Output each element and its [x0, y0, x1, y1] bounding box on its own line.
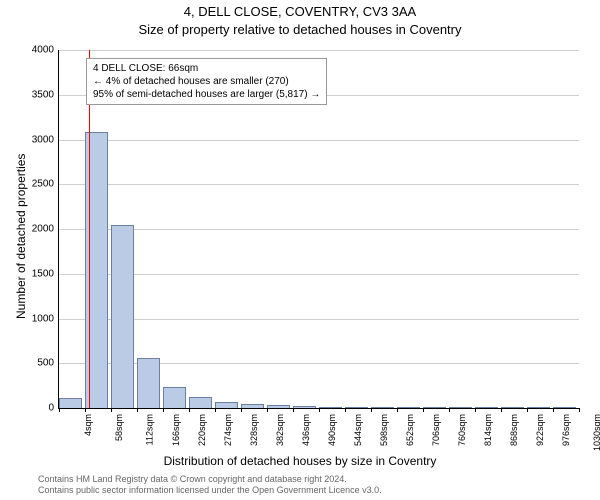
x-tick-mark — [267, 408, 268, 412]
x-tick-label: 868sqm — [509, 414, 519, 446]
x-tick-label: 760sqm — [457, 414, 467, 446]
x-tick-label: 706sqm — [431, 414, 441, 446]
y-tick-label: 1000 — [24, 313, 54, 324]
x-tick-label: 652sqm — [405, 414, 415, 446]
x-tick-mark — [579, 408, 580, 412]
x-tick-label: 490sqm — [327, 414, 337, 446]
y-tick-label: 2500 — [24, 179, 54, 190]
x-tick-label: 112sqm — [144, 414, 154, 445]
x-tick-mark — [475, 408, 476, 412]
x-tick-mark — [553, 408, 554, 412]
footer-line-2: Contains public sector information licen… — [38, 485, 382, 496]
x-tick-mark — [241, 408, 242, 412]
x-tick-mark — [189, 408, 190, 412]
x-tick-label: 4sqm — [83, 414, 93, 436]
footer: Contains HM Land Registry data © Crown c… — [38, 474, 382, 497]
x-tick-label: 382sqm — [275, 414, 285, 446]
x-tick-label: 274sqm — [223, 414, 233, 446]
annotation-line-1: 4 DELL CLOSE: 66sqm — [93, 62, 320, 75]
annotation-line-3: 95% of semi-detached houses are larger (… — [93, 88, 320, 101]
y-tick-label: 0 — [24, 403, 54, 414]
x-tick-mark — [111, 408, 112, 412]
x-tick-mark — [137, 408, 138, 412]
x-tick-label: 814sqm — [483, 414, 493, 446]
x-tick-mark — [501, 408, 502, 412]
x-tick-mark — [215, 408, 216, 412]
x-tick-label: 436sqm — [301, 414, 311, 446]
x-tick-mark — [423, 408, 424, 412]
y-tick-label: 3000 — [24, 134, 54, 145]
x-tick-mark — [371, 408, 372, 412]
x-tick-mark — [85, 408, 86, 412]
y-tick-label: 500 — [24, 358, 54, 369]
y-tick-label: 1500 — [24, 268, 54, 279]
annotation-box: 4 DELL CLOSE: 66sqm ← 4% of detached hou… — [86, 58, 327, 105]
y-tick-label: 4000 — [24, 45, 54, 56]
x-axis-label: Distribution of detached houses by size … — [0, 454, 600, 468]
x-tick-mark — [449, 408, 450, 412]
x-tick-label: 976sqm — [561, 414, 571, 446]
x-tick-label: 220sqm — [197, 414, 207, 446]
x-tick-label: 922sqm — [535, 414, 545, 446]
annotation-line-2: ← 4% of detached houses are smaller (270… — [93, 75, 320, 88]
x-tick-label: 328sqm — [249, 414, 259, 446]
x-tick-mark — [345, 408, 346, 412]
x-tick-mark — [397, 408, 398, 412]
y-tick-label: 2000 — [24, 224, 54, 235]
x-tick-mark — [293, 408, 294, 412]
x-tick-mark — [319, 408, 320, 412]
chart-container: 4, DELL CLOSE, COVENTRY, CV3 3AA Size of… — [0, 0, 600, 500]
footer-line-1: Contains HM Land Registry data © Crown c… — [38, 474, 382, 485]
x-tick-label: 598sqm — [379, 414, 389, 446]
x-tick-label: 166sqm — [171, 414, 181, 446]
title-line-2: Size of property relative to detached ho… — [0, 22, 600, 37]
x-tick-label: 58sqm — [114, 414, 124, 441]
title-line-1: 4, DELL CLOSE, COVENTRY, CV3 3AA — [0, 4, 600, 19]
x-tick-label: 544sqm — [353, 414, 363, 446]
x-tick-mark — [527, 408, 528, 412]
x-tick-mark — [163, 408, 164, 412]
y-tick-label: 3500 — [24, 89, 54, 100]
y-axis-label: Number of detached properties — [14, 154, 28, 319]
x-tick-label: 1030sqm — [592, 414, 600, 451]
x-tick-mark — [59, 408, 60, 412]
